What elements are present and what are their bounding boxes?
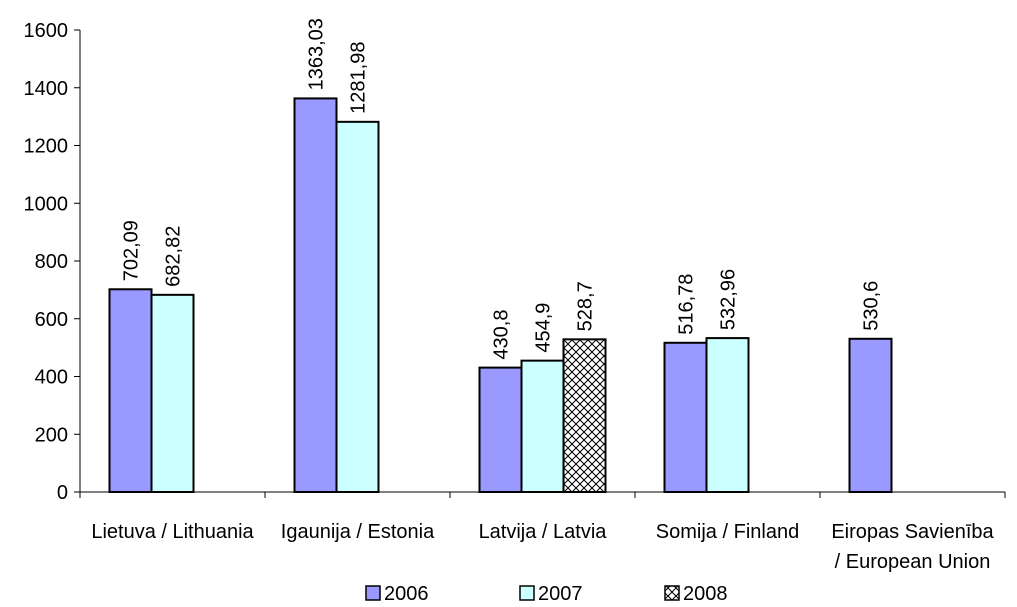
category-label-line: Igaunija / Estonia <box>281 521 435 543</box>
data-labels: 702,09 682,82 1363,03 1281,98 430,8 454,9 528,… <box>121 18 883 359</box>
bar-2008 <box>562 338 607 493</box>
legend-swatch-2008 <box>664 585 680 601</box>
category-label: Eiropas Savienība / European Union <box>831 521 994 573</box>
legend: 2006 2007 2008 <box>365 583 728 605</box>
bar-2007 <box>335 120 380 493</box>
y-tick-label: 400 <box>35 367 68 389</box>
data-label: 430,8 <box>491 310 513 360</box>
category-label-line: Somija / Finland <box>656 521 799 543</box>
category-label: Lietuva / Lithuania <box>91 521 254 543</box>
legend-label: 2007 <box>538 583 583 605</box>
category-label-line: Eiropas Savienība <box>831 521 994 543</box>
legend-label: 2008 <box>683 583 728 605</box>
bar-2006 <box>848 337 893 493</box>
data-label: 530,6 <box>861 281 883 331</box>
bars <box>108 97 893 494</box>
data-label: 532,96 <box>718 269 740 330</box>
y-tick-label: 200 <box>35 424 68 446</box>
bar-2007 <box>150 293 195 493</box>
data-label: 454,9 <box>533 303 555 353</box>
y-tick-label: 600 <box>35 309 68 331</box>
bar-2006 <box>663 341 708 494</box>
bar-2007 <box>705 337 750 493</box>
data-label: 1281,98 <box>348 42 370 114</box>
legend-swatch-2007 <box>519 585 535 601</box>
data-label: 516,78 <box>676 274 698 335</box>
category-label-line: Latvija / Latvia <box>479 521 608 543</box>
category-label-line: / European Union <box>835 551 991 573</box>
bar-2006 <box>478 366 523 494</box>
bar-2006 <box>293 97 338 494</box>
legend-swatch-2006 <box>365 585 381 601</box>
y-tick-label: 0 <box>57 482 68 504</box>
y-tick-label: 1000 <box>24 193 69 215</box>
legend-label: 2006 <box>384 583 429 605</box>
y-tick-label: 1400 <box>24 78 69 100</box>
data-label: 528,7 <box>575 281 597 331</box>
data-label: 1363,03 <box>306 18 328 90</box>
bar-2006 <box>108 288 153 493</box>
category-label: Somija / Finland <box>656 521 799 543</box>
data-label: 682,82 <box>163 226 185 287</box>
bar-2007 <box>520 359 565 493</box>
category-label: Igaunija / Estonia <box>281 521 435 543</box>
y-tick-label: 800 <box>35 251 68 273</box>
y-tick-label: 1600 <box>24 20 69 42</box>
category-label-line: Lietuva / Lithuania <box>91 521 254 543</box>
data-label: 702,09 <box>121 220 143 281</box>
axes: 0 200 400 600 800 1000 1200 1400 1600 Lietuva / L… <box>24 20 1006 573</box>
y-tick-label: 1200 <box>24 136 69 158</box>
category-label: Latvija / Latvia <box>479 521 608 543</box>
